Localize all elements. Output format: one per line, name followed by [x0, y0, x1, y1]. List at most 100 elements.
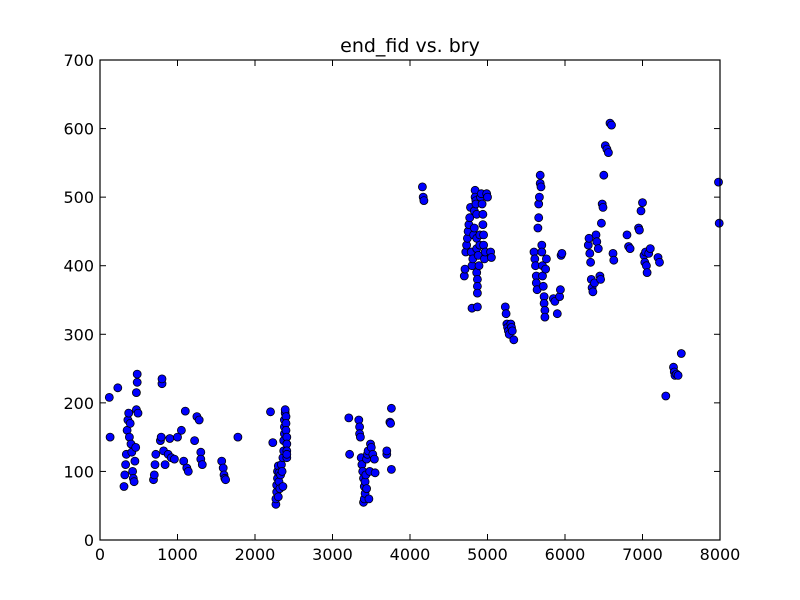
data-point — [344, 413, 354, 423]
data-point — [282, 449, 292, 459]
data-point — [386, 464, 396, 474]
data-point — [165, 434, 175, 443]
data-point — [180, 406, 190, 416]
data-point — [714, 177, 723, 187]
data-point — [507, 326, 517, 336]
y-tick-label: 500 — [63, 188, 94, 207]
data-point — [478, 220, 488, 230]
y-tick-label: 300 — [63, 325, 94, 344]
data-point — [536, 182, 546, 192]
data-point — [364, 494, 374, 504]
x-tick-label: 1000 — [157, 545, 198, 564]
data-point — [593, 244, 603, 254]
points-layer — [104, 118, 724, 509]
data-point — [149, 470, 159, 480]
data-point — [105, 432, 115, 442]
data-point — [584, 233, 594, 243]
data-point — [538, 281, 548, 291]
data-point — [537, 247, 547, 257]
data-point — [469, 223, 479, 233]
data-point — [535, 192, 544, 202]
data-point — [636, 206, 646, 216]
data-point — [130, 456, 140, 466]
x-tick-label: 3000 — [312, 545, 353, 564]
data-point — [655, 257, 664, 267]
data-point — [460, 264, 470, 274]
data-point — [132, 369, 142, 379]
data-point — [419, 196, 429, 206]
data-point — [386, 403, 396, 413]
data-point — [465, 213, 475, 223]
data-point — [131, 388, 141, 398]
data-point — [556, 285, 565, 295]
data-point — [585, 248, 595, 258]
data-point — [345, 449, 355, 459]
data-point — [509, 335, 519, 345]
data-point — [477, 199, 487, 209]
data-point — [266, 407, 275, 417]
data-point — [133, 408, 143, 418]
x-tick-label: 7000 — [622, 545, 663, 564]
data-point — [121, 460, 130, 470]
y-tick-label: 100 — [63, 462, 94, 481]
data-point — [596, 274, 605, 284]
data-point — [156, 432, 166, 442]
data-point — [183, 466, 193, 476]
x-tick-label: 8000 — [700, 545, 741, 564]
data-point — [542, 254, 551, 264]
x-tick-label: 0 — [95, 545, 105, 564]
data-point — [355, 432, 365, 442]
data-point — [586, 257, 595, 267]
data-point — [599, 170, 609, 180]
data-point — [597, 218, 606, 228]
data-point — [533, 223, 543, 233]
data-point — [588, 287, 598, 297]
data-point — [625, 244, 635, 254]
data-point — [622, 230, 632, 240]
data-point — [642, 268, 652, 278]
data-point — [604, 148, 613, 158]
data-point — [638, 198, 647, 208]
data-point — [197, 460, 207, 470]
data-point — [131, 442, 141, 452]
data-point — [501, 309, 511, 319]
data-point — [676, 349, 686, 358]
y-tick-label: 600 — [63, 120, 94, 139]
data-point — [661, 391, 671, 401]
data-point — [541, 264, 550, 274]
data-point — [160, 460, 170, 470]
data-point — [472, 302, 482, 312]
data-point — [132, 377, 142, 387]
data-point — [714, 218, 724, 228]
data-point — [104, 392, 114, 402]
y-tick-label: 400 — [63, 257, 94, 276]
data-point — [221, 475, 231, 485]
data-point — [557, 248, 567, 258]
data-point — [124, 408, 134, 418]
x-tick-label: 5000 — [467, 545, 508, 564]
ticks-layer: 0 1000 2000 3000 4000 5000 6000 7000 8000 0 100 200… — [63, 51, 740, 564]
data-point — [645, 244, 655, 254]
data-point — [386, 418, 396, 428]
data-point — [535, 170, 545, 180]
x-tick-label: 6000 — [545, 545, 586, 564]
data-point — [176, 425, 186, 435]
chart-title: end_fid vs. bry — [340, 35, 480, 57]
data-point — [552, 309, 562, 319]
data-point — [479, 230, 489, 240]
y-tick-label: 0 — [84, 531, 94, 550]
data-point — [113, 383, 123, 393]
data-point — [173, 432, 182, 442]
x-tick-label: 4000 — [390, 545, 431, 564]
data-point — [382, 446, 392, 456]
data-point — [369, 454, 379, 464]
data-point — [273, 492, 283, 502]
data-point — [478, 209, 488, 219]
data-point — [362, 484, 372, 494]
data-point — [472, 288, 482, 298]
data-point — [120, 470, 130, 480]
data-point — [194, 415, 204, 425]
data-point — [607, 120, 616, 130]
